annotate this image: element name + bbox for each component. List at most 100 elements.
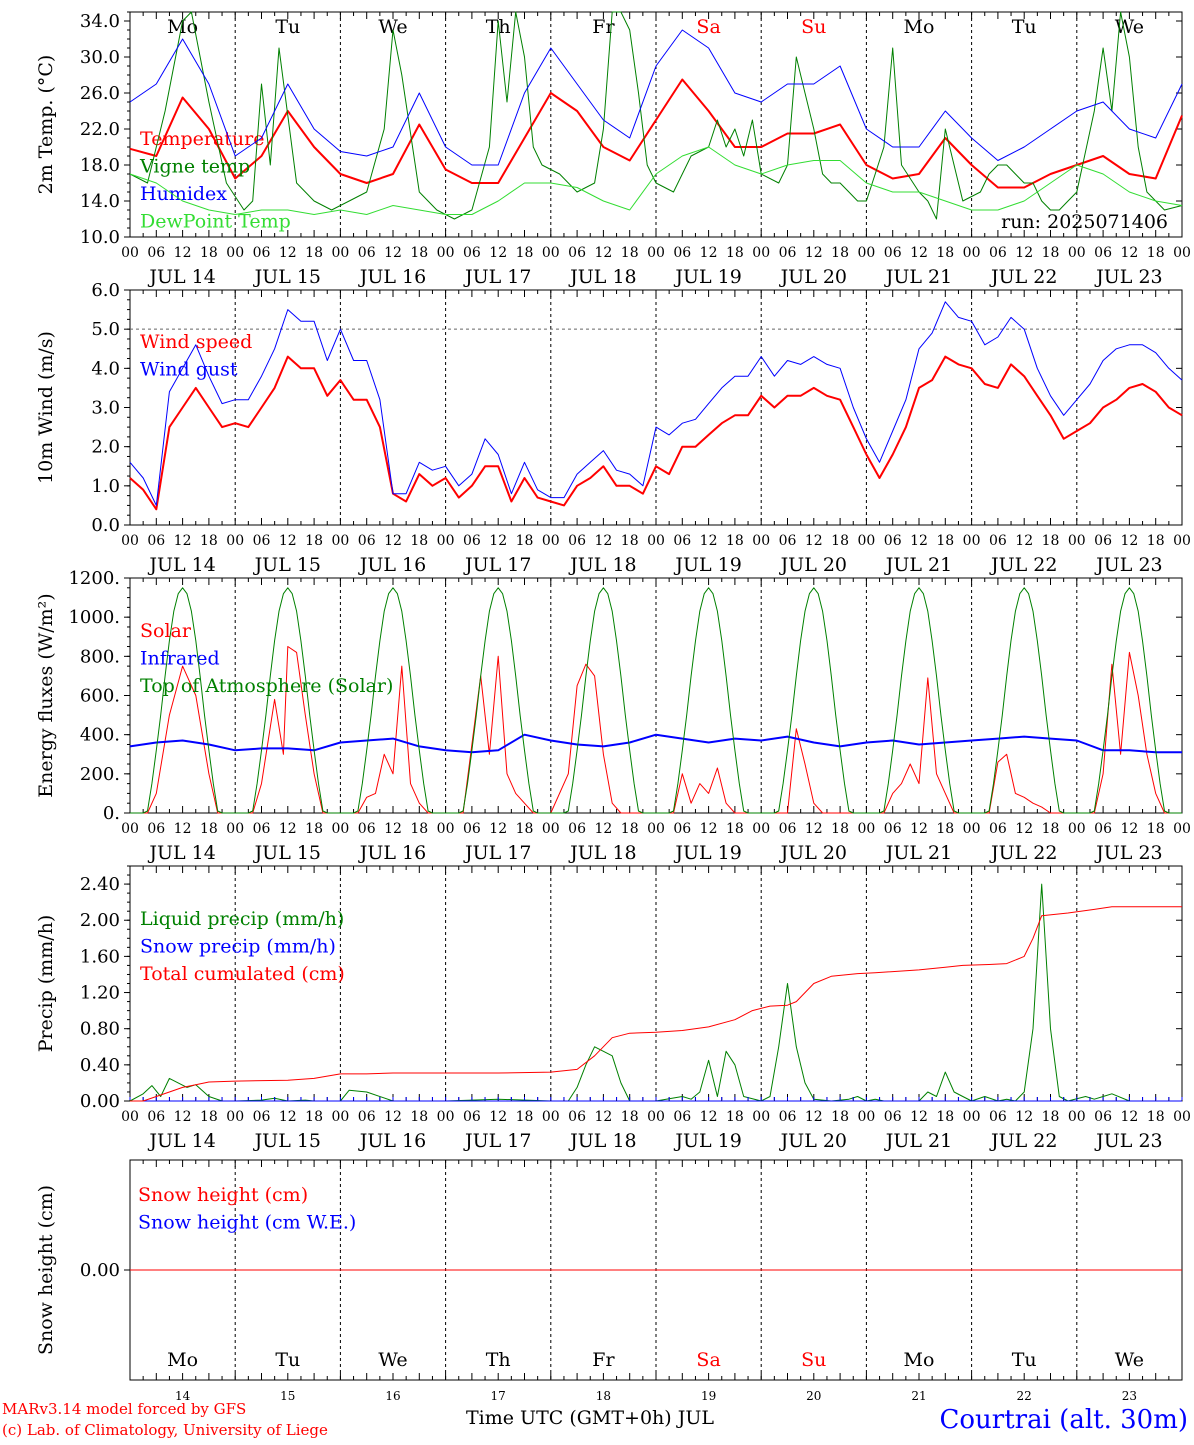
y-tick-label: 1200. bbox=[68, 568, 120, 589]
weekday-label: Tu bbox=[1012, 1349, 1037, 1371]
hour-tick-label: 00 bbox=[542, 533, 560, 549]
weekday-label: We bbox=[1115, 1349, 1144, 1371]
y-tick-label: 26.0 bbox=[80, 83, 120, 104]
legend-label: Wind gust bbox=[140, 359, 238, 381]
hour-tick-label: 12 bbox=[1120, 533, 1138, 549]
hour-tick-label: 06 bbox=[147, 821, 165, 837]
hour-tick-label: 12 bbox=[489, 245, 507, 261]
hour-tick-label: 06 bbox=[1094, 821, 1112, 837]
hour-tick-label: 18 bbox=[621, 245, 639, 261]
hour-tick-label: 18 bbox=[305, 533, 323, 549]
hour-tick-label: 00 bbox=[542, 821, 560, 837]
y-tick-label: 10.0 bbox=[80, 227, 120, 248]
day-tick-label: JUL 15 bbox=[253, 554, 321, 576]
y-tick-label: 5.0 bbox=[91, 319, 120, 340]
day-tick-label: JUL 18 bbox=[568, 842, 636, 864]
day-tick-label: JUL 19 bbox=[673, 554, 741, 576]
hour-tick-label: 00 bbox=[121, 245, 139, 261]
hour-tick-label: 12 bbox=[594, 245, 612, 261]
day-tick-label: JUL 20 bbox=[779, 1130, 847, 1152]
hour-tick-label: 18 bbox=[1147, 533, 1165, 549]
hour-tick-label: 12 bbox=[594, 533, 612, 549]
day-tick-label: JUL 16 bbox=[358, 266, 426, 288]
hour-tick-label: 06 bbox=[253, 821, 271, 837]
hour-tick-label: 06 bbox=[463, 245, 481, 261]
day-tick-label: JUL 17 bbox=[463, 266, 531, 288]
hour-tick-label: 06 bbox=[673, 245, 691, 261]
hour-tick-label: 18 bbox=[1147, 245, 1165, 261]
day-tick-label: JUL 15 bbox=[253, 266, 321, 288]
weekday-label: Mo bbox=[904, 16, 935, 38]
hour-tick-label: 06 bbox=[884, 821, 902, 837]
panel-3: 0. 200. 400. 600. 800. 1000. 1200. Energy fluxe… bbox=[35, 568, 1191, 864]
day-tick-label: JUL 17 bbox=[463, 842, 531, 864]
hour-tick-label: 12 bbox=[700, 245, 718, 261]
panel-1: 10.0 14.0 18.0 22.0 26.0 30.0 34.0 2m Temp. (°C… bbox=[35, 11, 1191, 288]
hour-tick-label: 06 bbox=[253, 533, 271, 549]
y-tick-label: 4.0 bbox=[91, 358, 120, 379]
hour-tick-label: 06 bbox=[884, 245, 902, 261]
hour-tick-label: 12 bbox=[910, 245, 928, 261]
hour-tick-label: 06 bbox=[989, 533, 1007, 549]
y-tick-label: 1.0 bbox=[91, 476, 120, 497]
hour-tick-label: 06 bbox=[989, 821, 1007, 837]
hour-tick-label: 12 bbox=[1015, 245, 1033, 261]
hour-tick-label: 00 bbox=[647, 533, 665, 549]
hour-tick-label: 00 bbox=[331, 533, 349, 549]
day-tick-label: JUL 23 bbox=[1094, 1130, 1162, 1152]
hour-tick-label: 12 bbox=[910, 1109, 928, 1125]
hour-tick-label: 18 bbox=[936, 245, 954, 261]
hour-tick-label: 00 bbox=[857, 245, 875, 261]
day-tick-label: JUL 18 bbox=[568, 554, 636, 576]
legend-label: Temperature bbox=[140, 128, 264, 150]
hour-tick-label: 00 bbox=[331, 245, 349, 261]
day-tick-label: JUL 19 bbox=[673, 842, 741, 864]
hour-tick-label: 00 bbox=[963, 821, 981, 837]
y-tick-label: 0.40 bbox=[80, 1055, 120, 1076]
hour-tick-label: 12 bbox=[489, 1109, 507, 1125]
hour-tick-label: 00 bbox=[121, 1109, 139, 1125]
hour-tick-label: 18 bbox=[305, 821, 323, 837]
day-tick-label: JUL 15 bbox=[253, 1130, 321, 1152]
hour-tick-label: 12 bbox=[279, 1109, 297, 1125]
y-tick-label: 18.0 bbox=[80, 155, 120, 176]
hour-tick-label: 12 bbox=[910, 533, 928, 549]
hour-tick-label: 00 bbox=[752, 1109, 770, 1125]
day-tick-label: JUL 20 bbox=[779, 266, 847, 288]
weekday-label: Th bbox=[486, 1349, 511, 1371]
y-tick-label: 1.20 bbox=[80, 983, 120, 1004]
y-tick-label: 14.0 bbox=[80, 191, 120, 212]
hour-tick-label: 00 bbox=[437, 1109, 455, 1125]
y-tick-label: 2.00 bbox=[80, 910, 120, 931]
hour-tick-label: 00 bbox=[963, 245, 981, 261]
hour-tick-label: 12 bbox=[805, 821, 823, 837]
day-tick-label: JUL 20 bbox=[779, 554, 847, 576]
bottom-day-number: 22 bbox=[1017, 1389, 1032, 1403]
hour-tick-label: 12 bbox=[805, 1109, 823, 1125]
day-tick-label: JUL 16 bbox=[358, 842, 426, 864]
hour-tick-label: 12 bbox=[1120, 1109, 1138, 1125]
day-tick-label: JUL 15 bbox=[253, 842, 321, 864]
hour-tick-label: 00 bbox=[437, 245, 455, 261]
hour-tick-label: 00 bbox=[857, 821, 875, 837]
y-axis-label: Precip (mm/h) bbox=[35, 915, 57, 1053]
legend-label: Total cumulated (cm) bbox=[140, 963, 345, 985]
weekday-label: Tu bbox=[1012, 16, 1037, 38]
y-tick-label: 2.40 bbox=[80, 874, 120, 895]
weekday-label: We bbox=[378, 16, 407, 38]
hour-tick-label: 12 bbox=[1015, 533, 1033, 549]
hour-tick-label: 00 bbox=[542, 1109, 560, 1125]
series-line bbox=[129, 78, 1183, 189]
hour-tick-label: 18 bbox=[831, 1109, 849, 1125]
hour-tick-label: 06 bbox=[673, 821, 691, 837]
day-tick-label: JUL 20 bbox=[779, 842, 847, 864]
credit-line-2: (c) Lab. of Climatology, University of L… bbox=[2, 1421, 328, 1439]
hour-tick-label: 18 bbox=[200, 1109, 218, 1125]
hour-tick-label: 00 bbox=[647, 245, 665, 261]
y-tick-label: 6.0 bbox=[91, 280, 120, 301]
plot-frame bbox=[129, 11, 1183, 238]
hour-tick-label: 00 bbox=[542, 245, 560, 261]
hour-tick-label: 00 bbox=[1068, 533, 1086, 549]
panel-5: 0.00 Snow height (cm) Mo Tu We Th Fr Sa Su Mo Tu We… bbox=[35, 1159, 1183, 1381]
